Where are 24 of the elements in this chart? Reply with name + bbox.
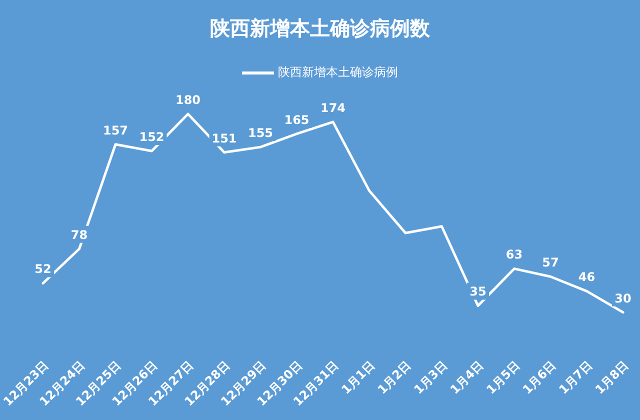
data-label: 180 bbox=[175, 93, 201, 107]
x-tick-label: 1月3日 bbox=[411, 358, 450, 397]
data-label: 78 bbox=[70, 228, 88, 242]
data-label: 46 bbox=[578, 270, 596, 284]
x-tick-label: 1月6日 bbox=[520, 358, 559, 397]
x-tick-label: 1月2日 bbox=[374, 358, 414, 397]
x-tick-label: 1月8日 bbox=[592, 358, 632, 397]
data-label: 57 bbox=[542, 256, 559, 270]
data-label: 157 bbox=[102, 123, 128, 138]
data-label: 152 bbox=[139, 130, 164, 144]
data-label: 35 bbox=[470, 284, 486, 299]
data-label: 52 bbox=[34, 262, 52, 276]
x-tick-label: 1月7日 bbox=[556, 358, 595, 397]
chart-title: 陕西新增本土确诊病例数 bbox=[209, 15, 431, 42]
data-label: 30 bbox=[614, 291, 632, 306]
data-label: 165 bbox=[284, 112, 310, 127]
x-tick-label: 1月4日 bbox=[447, 358, 486, 397]
data-label: 155 bbox=[248, 126, 274, 140]
data-label: 174 bbox=[320, 100, 346, 115]
legend-label: 陕西新增本土确诊病例 bbox=[278, 64, 398, 81]
x-tick-label: 1月1日 bbox=[338, 358, 378, 397]
data-label: 63 bbox=[506, 248, 523, 262]
data-label: 151 bbox=[212, 131, 237, 146]
x-tick-label: 1月5日 bbox=[484, 358, 522, 397]
